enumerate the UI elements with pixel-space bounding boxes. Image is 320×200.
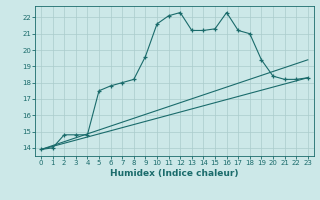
- X-axis label: Humidex (Indice chaleur): Humidex (Indice chaleur): [110, 169, 239, 178]
